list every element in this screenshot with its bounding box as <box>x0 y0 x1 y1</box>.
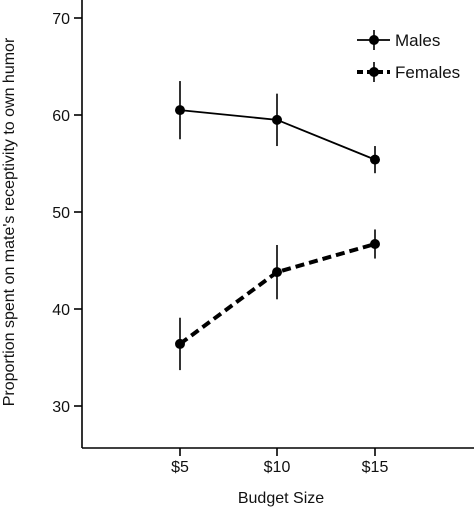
data-point <box>175 338 185 349</box>
series-females <box>175 229 380 371</box>
data-point <box>175 105 185 116</box>
axes <box>81 0 474 449</box>
legend-item-males: Males <box>357 30 440 50</box>
ticks: 30 40 50 60 70 $5 $10 $15 <box>52 11 388 476</box>
y-axis-title: Proportion spent on mate's receptivity t… <box>1 37 18 406</box>
data-point <box>370 239 380 250</box>
y-tick-label: 70 <box>52 11 70 28</box>
legend-label: Males <box>395 31 440 50</box>
x-axis-title: Budget Size <box>238 490 324 507</box>
legend-label: Females <box>395 63 460 82</box>
legend-marker <box>369 35 379 45</box>
y-tick-label: 50 <box>52 205 70 222</box>
data-point <box>370 154 380 165</box>
legend-marker <box>369 67 379 77</box>
series-males <box>175 81 380 174</box>
y-tick-label: 60 <box>52 108 70 125</box>
x-tick-label: $5 <box>171 459 189 476</box>
data-point <box>272 114 282 125</box>
y-tick-label: 30 <box>52 399 70 416</box>
y-tick-label: 40 <box>52 302 70 319</box>
x-tick-label: $15 <box>362 459 389 476</box>
data-point <box>272 267 282 278</box>
legend: Males Females <box>357 30 460 82</box>
series <box>175 81 380 371</box>
x-tick-label: $10 <box>264 459 291 476</box>
legend-item-females: Females <box>357 62 460 82</box>
